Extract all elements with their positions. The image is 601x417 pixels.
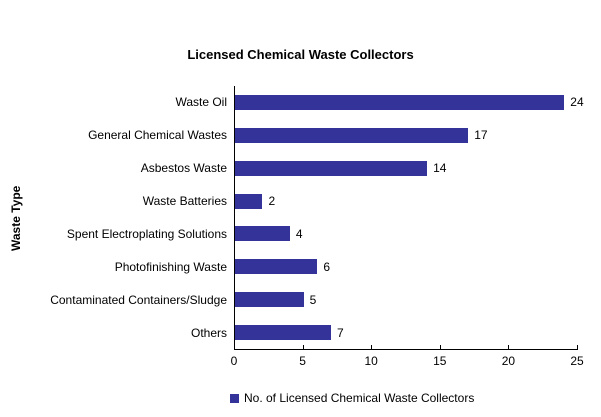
x-tick bbox=[508, 345, 510, 350]
value-label: 6 bbox=[323, 259, 330, 274]
value-label: 4 bbox=[295, 226, 303, 241]
x-tick bbox=[439, 345, 441, 350]
bar bbox=[235, 127, 469, 143]
legend-swatch bbox=[230, 393, 239, 403]
x-tick-label: 25 bbox=[570, 354, 584, 368]
chart-title: Licensed Chemical Waste Collectors bbox=[187, 47, 414, 62]
value-label: 24 bbox=[570, 95, 584, 110]
bar bbox=[235, 226, 290, 242]
bar bbox=[235, 292, 304, 308]
x-tick-label: 5 bbox=[299, 354, 306, 368]
category-label: General Chemical Wastes bbox=[88, 128, 227, 143]
x-tick bbox=[234, 345, 235, 350]
x-tick-label: 20 bbox=[501, 354, 516, 368]
bar bbox=[235, 160, 428, 176]
legend-label: No. of Licensed Chemical Waste Collector… bbox=[244, 391, 475, 405]
x-tick-label: 0 bbox=[230, 354, 238, 368]
value-label: 14 bbox=[433, 161, 447, 176]
category-label: Waste Batteries bbox=[142, 194, 227, 209]
legend: No. of Licensed Chemical Waste Collector… bbox=[230, 391, 474, 405]
x-tick-label: 15 bbox=[433, 354, 447, 368]
x-tick bbox=[302, 345, 304, 350]
value-label: 17 bbox=[474, 128, 488, 143]
category-label: Contaminated Containers/Sludge bbox=[50, 292, 227, 307]
bar bbox=[235, 259, 318, 275]
category-label: Photofinishing Waste bbox=[114, 259, 227, 274]
x-tick-label: 10 bbox=[364, 354, 378, 368]
category-label: Spent Electroplating Solutions bbox=[66, 226, 227, 241]
value-label: 5 bbox=[309, 292, 317, 307]
bar bbox=[235, 94, 565, 110]
category-label: Asbestos Waste bbox=[140, 161, 227, 176]
value-label: 2 bbox=[268, 194, 276, 209]
category-label: Others bbox=[190, 325, 227, 340]
bar bbox=[235, 325, 332, 341]
value-label: 7 bbox=[337, 325, 344, 340]
plot-area bbox=[234, 86, 578, 350]
bar bbox=[235, 193, 263, 209]
x-tick bbox=[577, 345, 578, 350]
x-tick bbox=[371, 345, 373, 350]
category-label: Waste Oil bbox=[175, 95, 227, 110]
